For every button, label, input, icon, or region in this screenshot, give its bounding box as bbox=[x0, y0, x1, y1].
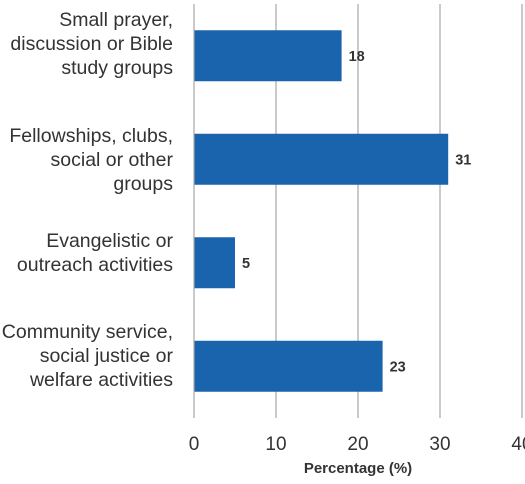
x-tick-label-4: 40 bbox=[511, 434, 525, 455]
bar-1 bbox=[194, 133, 449, 185]
category-label-2: Evangelistic or outreach activities bbox=[16, 230, 173, 276]
category-label-3: Community service, social justice or wel… bbox=[1, 321, 173, 391]
data-label-3: 23 bbox=[390, 359, 406, 375]
data-label-2: 5 bbox=[242, 256, 250, 272]
bar-3 bbox=[194, 340, 383, 392]
x-tick-label-2: 20 bbox=[347, 434, 368, 455]
x-tick-label-0: 0 bbox=[189, 434, 200, 455]
category-label-1: Fellowships, clubs, social or other grou… bbox=[9, 125, 173, 195]
x-tick-label-1: 10 bbox=[265, 434, 286, 455]
data-label-1: 31 bbox=[455, 152, 471, 168]
data-label-0: 18 bbox=[349, 49, 365, 65]
x-tick-label-3: 30 bbox=[429, 434, 450, 455]
bar-0 bbox=[194, 30, 342, 82]
bar-2 bbox=[194, 237, 235, 289]
category-label-0: Small prayer, discussion or Bible study … bbox=[10, 9, 173, 79]
x-axis-label: Percentage (%) bbox=[303, 460, 413, 477]
